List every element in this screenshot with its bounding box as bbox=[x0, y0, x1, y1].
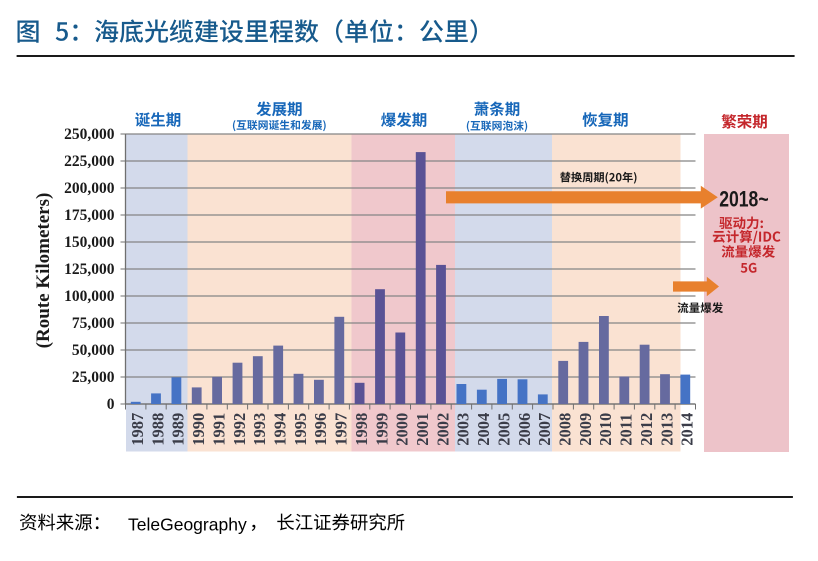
svg-text:1988: 1988 bbox=[148, 413, 167, 446]
svg-text:2005: 2005 bbox=[494, 413, 513, 446]
svg-text:2011: 2011 bbox=[617, 414, 636, 446]
svg-text:2010: 2010 bbox=[596, 413, 615, 446]
svg-text:2009: 2009 bbox=[576, 413, 595, 446]
svg-text:2018~: 2018~ bbox=[719, 188, 768, 212]
svg-text:225,000: 225,000 bbox=[64, 153, 115, 170]
svg-text:2008: 2008 bbox=[556, 413, 575, 446]
svg-text:150,000: 150,000 bbox=[64, 234, 115, 251]
svg-text:1999: 1999 bbox=[372, 413, 391, 446]
svg-text:1997: 1997 bbox=[332, 413, 351, 446]
svg-text:100,000: 100,000 bbox=[64, 288, 115, 305]
svg-text:2007: 2007 bbox=[535, 413, 554, 446]
svg-text:50,000: 50,000 bbox=[72, 342, 115, 359]
svg-text:2001: 2001 bbox=[413, 413, 432, 446]
svg-text:1992: 1992 bbox=[230, 413, 249, 446]
svg-text:2013: 2013 bbox=[657, 413, 676, 446]
svg-text:1987: 1987 bbox=[128, 413, 147, 446]
svg-text:250,000: 250,000 bbox=[64, 126, 115, 143]
svg-text:TeleGeography: TeleGeography bbox=[128, 515, 247, 535]
svg-text:200,000: 200,000 bbox=[64, 180, 115, 197]
svg-text:1996: 1996 bbox=[311, 413, 330, 446]
svg-text:25,000: 25,000 bbox=[72, 369, 115, 386]
svg-text:1995: 1995 bbox=[291, 413, 310, 446]
svg-text:1989: 1989 bbox=[169, 413, 188, 446]
svg-text:125,000: 125,000 bbox=[64, 261, 115, 278]
svg-text:2002: 2002 bbox=[433, 413, 452, 446]
svg-text:1998: 1998 bbox=[352, 413, 371, 446]
svg-text:175,000: 175,000 bbox=[64, 207, 115, 224]
svg-text:2006: 2006 bbox=[515, 413, 534, 446]
svg-text:(Route Kilometers): (Route Kilometers) bbox=[33, 193, 54, 349]
svg-text:1993: 1993 bbox=[250, 413, 269, 446]
svg-text:0: 0 bbox=[107, 396, 115, 413]
svg-text:2014: 2014 bbox=[678, 413, 697, 446]
svg-text:1990: 1990 bbox=[189, 413, 208, 446]
svg-text:2004: 2004 bbox=[474, 413, 493, 446]
svg-text:1994: 1994 bbox=[271, 413, 290, 446]
svg-text:2003: 2003 bbox=[454, 413, 473, 446]
svg-text:1991: 1991 bbox=[209, 413, 228, 446]
svg-text:2012: 2012 bbox=[637, 413, 656, 446]
svg-text:75,000: 75,000 bbox=[72, 315, 115, 332]
svg-text:2000: 2000 bbox=[393, 413, 412, 446]
